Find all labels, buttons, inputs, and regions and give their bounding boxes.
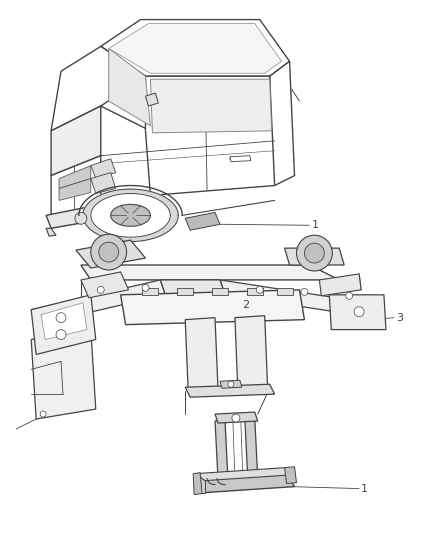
Circle shape — [346, 292, 353, 300]
Polygon shape — [285, 248, 344, 265]
Polygon shape — [76, 240, 145, 268]
Polygon shape — [142, 288, 159, 295]
Polygon shape — [150, 79, 272, 133]
Circle shape — [97, 286, 104, 293]
Polygon shape — [91, 159, 116, 179]
Circle shape — [99, 242, 119, 262]
Circle shape — [354, 307, 364, 317]
Polygon shape — [51, 106, 101, 175]
Polygon shape — [160, 280, 225, 295]
Text: 1: 1 — [311, 220, 318, 230]
Polygon shape — [270, 61, 294, 185]
Polygon shape — [109, 23, 282, 73]
Polygon shape — [277, 288, 293, 295]
Polygon shape — [185, 318, 218, 391]
Polygon shape — [31, 280, 165, 325]
Text: 1: 1 — [361, 483, 368, 494]
Polygon shape — [101, 46, 150, 131]
Polygon shape — [46, 228, 56, 236]
Polygon shape — [319, 274, 361, 296]
Circle shape — [304, 243, 324, 263]
Polygon shape — [101, 20, 290, 76]
Polygon shape — [91, 193, 170, 237]
Polygon shape — [46, 200, 126, 228]
Circle shape — [301, 288, 308, 295]
Circle shape — [56, 329, 66, 340]
Circle shape — [297, 235, 332, 271]
Polygon shape — [177, 288, 193, 295]
Circle shape — [75, 212, 87, 224]
Polygon shape — [230, 156, 251, 161]
Text: 2: 2 — [242, 300, 249, 310]
Circle shape — [142, 285, 149, 292]
Polygon shape — [212, 288, 228, 295]
Polygon shape — [247, 288, 263, 295]
Polygon shape — [220, 280, 354, 314]
Polygon shape — [81, 265, 339, 280]
Polygon shape — [145, 93, 159, 106]
Polygon shape — [111, 204, 150, 226]
Circle shape — [228, 381, 234, 387]
Polygon shape — [31, 329, 96, 419]
Polygon shape — [195, 468, 294, 481]
Polygon shape — [235, 316, 268, 391]
Polygon shape — [51, 46, 145, 131]
Polygon shape — [215, 420, 228, 480]
Circle shape — [40, 411, 46, 417]
Polygon shape — [245, 418, 258, 480]
Polygon shape — [215, 412, 258, 423]
Text: 3: 3 — [396, 313, 403, 322]
Polygon shape — [109, 49, 150, 126]
Circle shape — [91, 234, 127, 270]
Polygon shape — [329, 295, 386, 329]
Polygon shape — [185, 384, 275, 397]
Polygon shape — [41, 303, 87, 340]
Polygon shape — [185, 212, 220, 230]
Polygon shape — [59, 166, 91, 189]
Polygon shape — [91, 173, 116, 193]
Polygon shape — [31, 295, 96, 354]
Polygon shape — [145, 76, 275, 196]
Polygon shape — [220, 380, 242, 388]
Polygon shape — [83, 189, 178, 241]
Circle shape — [256, 286, 263, 293]
Polygon shape — [51, 156, 101, 220]
Circle shape — [56, 313, 66, 322]
Polygon shape — [195, 471, 294, 492]
Polygon shape — [81, 272, 129, 298]
Polygon shape — [195, 477, 205, 492]
Polygon shape — [285, 467, 297, 483]
Polygon shape — [59, 179, 91, 200]
Polygon shape — [120, 290, 304, 325]
Circle shape — [232, 414, 240, 422]
Polygon shape — [193, 473, 202, 495]
